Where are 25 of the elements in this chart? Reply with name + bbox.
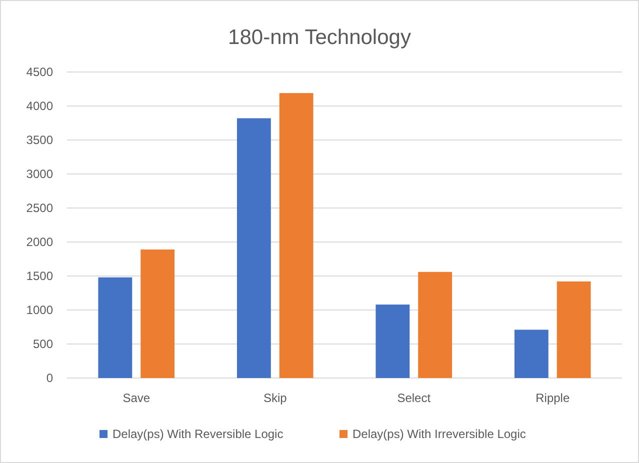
bar — [376, 304, 410, 378]
bar — [418, 272, 452, 378]
legend-label: Delay(ps) With Irreversible Logic — [352, 427, 526, 441]
y-tick-label: 0 — [46, 371, 54, 386]
y-tick-label: 2500 — [26, 201, 54, 216]
bar — [98, 277, 132, 378]
bar — [236, 118, 271, 378]
y-tick-label: 4500 — [26, 65, 54, 80]
legend-label: Delay(ps) With Reversible Logic — [112, 427, 284, 441]
bar — [514, 330, 548, 378]
bar — [140, 249, 175, 378]
x-tick-label: Ripple — [536, 391, 570, 405]
x-tick-label: Save — [122, 391, 150, 405]
y-tick-label: 3500 — [26, 133, 54, 148]
x-tick-label: Skip — [263, 391, 288, 405]
bar — [556, 281, 591, 378]
y-tick-label: 3000 — [26, 167, 54, 182]
y-tick-label: 2000 — [26, 235, 54, 250]
y-tick-label: 1000 — [26, 303, 54, 318]
y-tick-label: 500 — [32, 337, 54, 352]
y-tick-label: 1500 — [26, 269, 54, 284]
chart-title: 180-nm Technology — [228, 26, 412, 49]
x-tick-label: Select — [397, 391, 432, 405]
y-tick-label: 4000 — [26, 99, 54, 114]
bar — [279, 93, 314, 378]
